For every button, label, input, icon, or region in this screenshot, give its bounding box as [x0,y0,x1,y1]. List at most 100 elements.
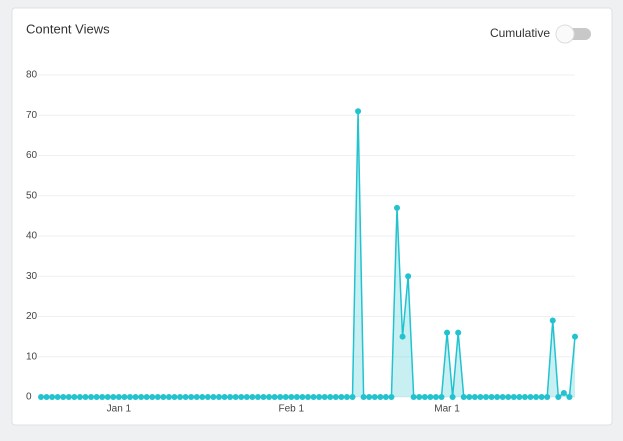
toggle-knob [555,24,575,44]
point [305,394,311,400]
y-tick-label: 70 [26,110,38,121]
point [243,394,250,400]
point [555,394,562,400]
point [282,394,289,400]
point [410,394,417,400]
point [154,394,161,400]
point [277,394,284,400]
point [299,394,306,400]
point [232,394,239,400]
point [360,394,367,400]
point [254,394,261,400]
y-tick-label: 40 [26,231,38,242]
y-tick-label: 30 [26,271,38,282]
point [449,394,456,400]
point [65,394,72,400]
point [177,394,184,400]
chart-title: Content Views [26,21,110,36]
x-tick-label: Feb 1 [279,404,305,415]
point [60,394,67,400]
point [483,394,489,400]
point [382,394,389,400]
point [271,394,278,400]
point [54,394,61,400]
point [516,394,523,400]
point [188,394,195,400]
y-tick-label: 50 [26,190,38,201]
point [310,394,317,400]
point [193,394,200,400]
point [227,394,234,400]
point [49,394,56,400]
point [138,394,145,400]
point [288,394,295,400]
point [293,394,300,400]
point [43,394,50,400]
point [538,394,545,400]
point [121,394,128,400]
point [466,394,473,400]
point [444,329,451,336]
point [132,394,139,400]
point [71,394,78,400]
point [421,394,428,400]
x-tick-label: Mar 1 [434,404,460,415]
point [238,394,245,400]
point [455,329,462,336]
point [332,394,339,400]
point [494,394,501,400]
point [499,394,506,400]
point [355,108,362,115]
point [394,204,400,211]
point [366,394,373,400]
point [82,394,89,400]
point [204,394,211,400]
toggle[interactable] [555,24,591,44]
point [349,394,356,400]
point [527,394,534,400]
point [160,394,167,400]
point [510,394,517,400]
point [460,394,467,400]
point [388,394,395,400]
point [182,394,189,400]
y-tick-label: 20 [26,311,38,322]
point [221,394,228,400]
point [104,394,111,400]
point [327,394,334,400]
point [377,394,384,400]
point [88,394,95,400]
point [427,394,434,400]
x-tick-label: Jan 1 [107,404,132,415]
point [432,394,439,400]
point [127,394,133,400]
point [321,394,328,400]
point [199,394,206,400]
point [416,394,423,400]
toggle-label[interactable]: Cumulative [490,26,550,40]
y-tick-label: 10 [26,351,38,362]
y-tick-label: 60 [26,150,38,161]
point [572,333,578,340]
point [477,394,484,400]
point [338,394,345,400]
point [488,394,495,400]
point [249,394,256,400]
card [11,7,613,426]
point [399,333,406,340]
point [149,394,156,400]
point [110,394,117,400]
point [533,394,540,400]
point [210,394,217,400]
point [316,394,323,400]
point [549,317,556,324]
point [505,394,512,400]
point [343,394,350,400]
point [165,394,172,400]
y-tick-label: 0 [26,392,32,403]
point [171,394,178,400]
point [38,394,44,400]
point [143,394,150,400]
point [260,394,267,400]
